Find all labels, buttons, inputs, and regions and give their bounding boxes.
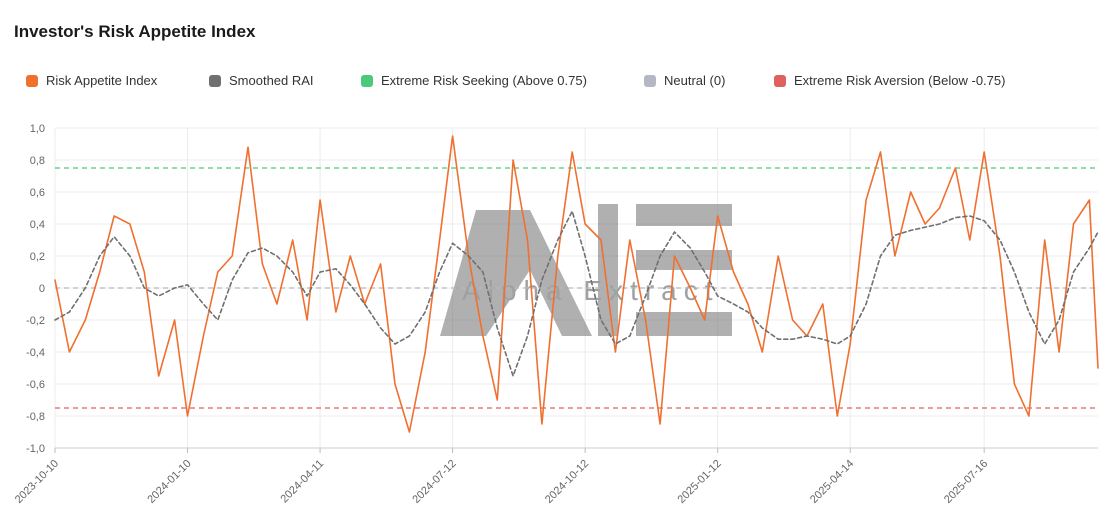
watermark-logo-e-top: [636, 204, 732, 226]
y-tick-label: 0: [39, 283, 45, 295]
threshold-lines: [55, 167, 1098, 409]
watermark-logo-a: [440, 210, 592, 336]
x-tick-label: 2024-01-10: [145, 458, 193, 506]
legend-label: Neutral (0): [664, 73, 726, 88]
chart-title: Investor's Risk Appetite Index: [14, 22, 256, 41]
series-line-risk-appetite-index: [54, 135, 1099, 433]
x-tick-label: 2024-10-12: [543, 458, 591, 506]
watermark-logo-e-bottom: [636, 312, 732, 336]
legend-label: Extreme Risk Seeking (Above 0.75): [381, 73, 587, 88]
legend-item-extreme-risk-seeking[interactable]: Extreme Risk Seeking (Above 0.75): [361, 73, 587, 88]
y-tick-label: 0,4: [30, 219, 45, 231]
y-tick-label: -0,4: [26, 347, 45, 359]
y-tick-label: -0,2: [26, 315, 45, 327]
legend-label: Risk Appetite Index: [46, 73, 158, 88]
legend-swatch: [209, 74, 221, 87]
legend-swatch: [644, 74, 656, 87]
series-layer: [54, 135, 1099, 433]
x-tick-label: 2025-07-16: [942, 458, 990, 506]
y-tick-label: 0,6: [30, 187, 45, 199]
y-tick-label: -1,0: [26, 443, 45, 455]
legend-item-smoothed-rai[interactable]: Smoothed RAI: [209, 73, 314, 88]
series-line-smoothed-rai: [54, 210, 1099, 377]
legend-item-extreme-risk-aversion[interactable]: Extreme Risk Aversion (Below -0.75): [774, 73, 1005, 88]
y-axis: 1,0 0,8 0,6 0,4 0,2 0 -0,2 -0,4 -0,6 -0,8 -1,0: [26, 123, 45, 455]
legend-item-neutral[interactable]: Neutral (0): [644, 73, 725, 88]
legend-label: Smoothed RAI: [229, 73, 314, 88]
y-tick-label: -0,6: [26, 379, 45, 391]
legend-swatch: [26, 74, 38, 87]
x-tick-label: 2024-04-11: [278, 458, 326, 506]
y-tick-label: -0,8: [26, 411, 45, 423]
x-tick-label: 2024-07-12: [410, 458, 458, 506]
legend-swatch: [774, 74, 786, 87]
y-tick-label: 1,0: [30, 123, 45, 135]
watermark-logo-e-mid: [636, 250, 732, 270]
watermark-text: Alpha Extract: [462, 275, 720, 306]
y-tick-label: 0,8: [30, 155, 45, 167]
watermark-logo-bar: [598, 204, 618, 336]
legend-swatch: [361, 74, 373, 87]
legend-label: Extreme Risk Aversion (Below -0.75): [794, 73, 1006, 88]
x-axis: 2023-10-10 2024-01-10 2024-04-11 2024-07-12…: [13, 447, 1098, 506]
legend-item-risk-appetite-index[interactable]: Risk Appetite Index: [26, 73, 157, 88]
x-tick-label: 2023-10-10: [13, 458, 61, 506]
y-tick-label: 0,2: [30, 251, 45, 263]
x-tick-label: 2025-01-12: [676, 458, 724, 506]
x-tick-label: 2025-04-14: [808, 458, 856, 506]
